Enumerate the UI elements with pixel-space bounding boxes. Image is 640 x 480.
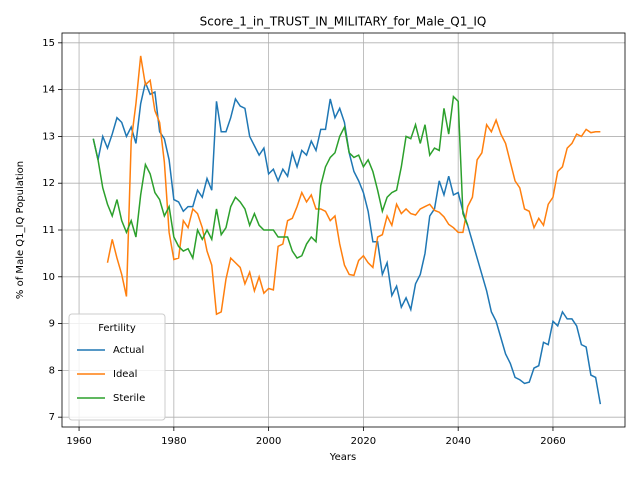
y-tick-label: 14: [42, 85, 55, 96]
legend-label: Actual: [113, 345, 144, 356]
lines: [92, 55, 602, 405]
x-tick-label: 1960: [66, 436, 91, 447]
y-tick-label: 12: [42, 178, 55, 189]
legend: Fertility Actual Ideal Sterile: [68, 313, 166, 421]
grid: [62, 33, 625, 427]
legend-label: Ideal: [113, 369, 137, 380]
legend-title: Fertility: [98, 323, 136, 334]
y-axis-label: % of Male Q1_IQ Population: [15, 161, 26, 299]
series-line: [92, 95, 469, 261]
chart-title: Score_1_in_TRUST_IN_MILITARY_for_Male_Q1…: [200, 15, 487, 29]
y-tick-label: 8: [49, 365, 55, 376]
x-tick-label: 2000: [256, 436, 281, 447]
y-tick-label: 11: [42, 225, 55, 236]
x-tick-label: 2040: [445, 436, 470, 447]
x-tick-label: 2020: [351, 436, 376, 447]
series-line: [92, 80, 602, 405]
x-axis-label: Years: [329, 452, 356, 463]
y-tick-label: 15: [42, 38, 55, 49]
x-tick-label: 1980: [161, 436, 186, 447]
x-tick-label: 2060: [540, 436, 565, 447]
y-tick-label: 9: [49, 319, 55, 330]
series-line: [106, 55, 601, 316]
y-tick-label: 13: [42, 131, 55, 142]
y-tick-label: 10: [42, 272, 55, 283]
legend-box: [68, 313, 166, 421]
legend-label: Sterile: [113, 393, 145, 404]
y-tick-label: 7: [49, 412, 55, 423]
